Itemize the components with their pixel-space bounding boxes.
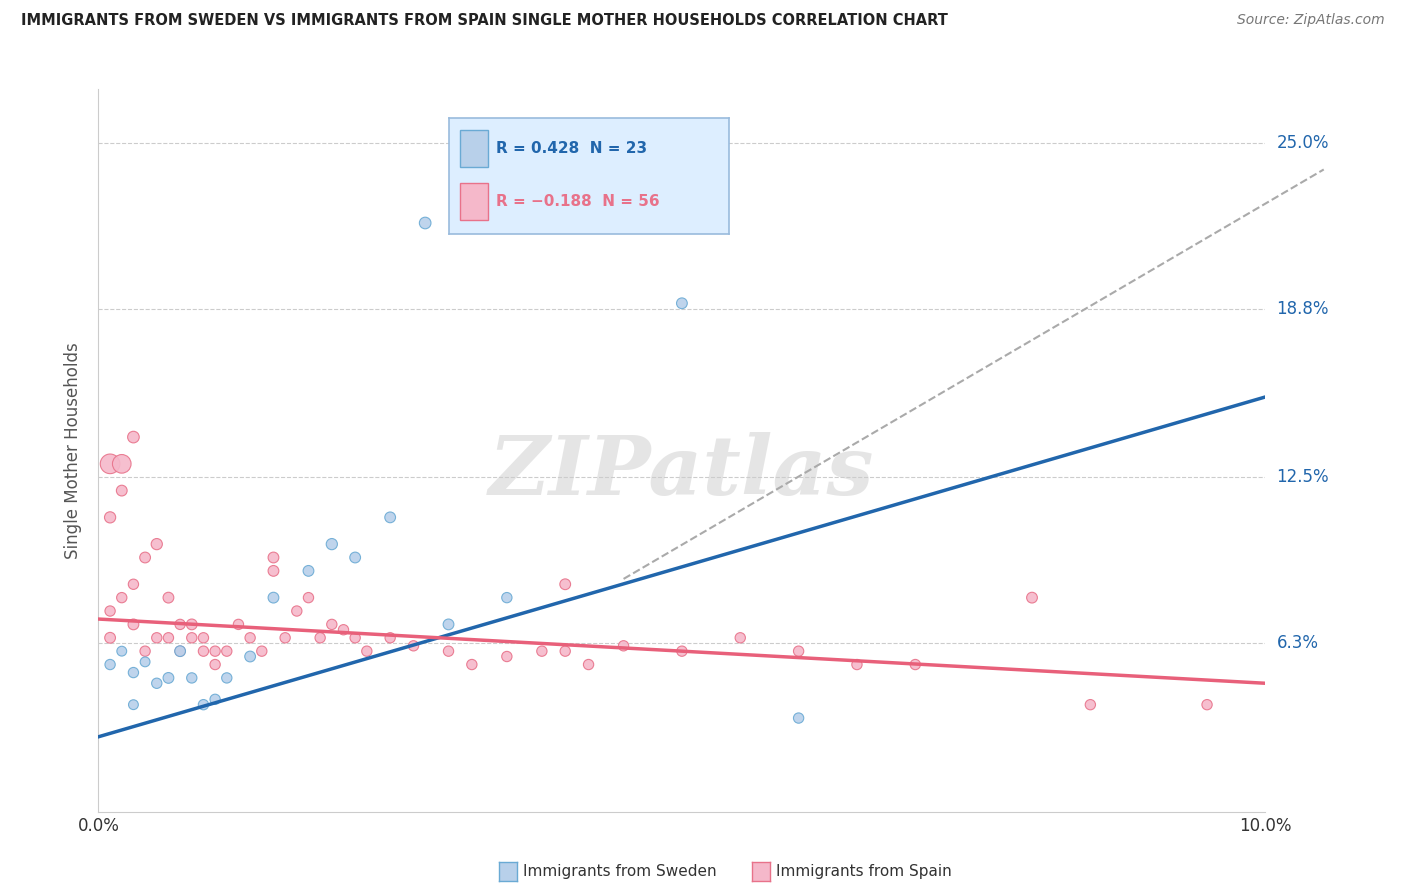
Point: [215, 671, 238, 685]
Point: [730, 631, 752, 645]
Point: [180, 671, 202, 685]
Point: [554, 577, 576, 591]
Point: [98, 510, 121, 524]
Point: [262, 550, 284, 565]
Point: [787, 711, 810, 725]
Point: [169, 644, 191, 658]
Text: ZIPatlas: ZIPatlas: [489, 432, 875, 512]
Point: [356, 644, 378, 658]
Point: [111, 644, 134, 658]
Point: [134, 655, 156, 669]
Point: [122, 665, 145, 680]
Point: [204, 692, 226, 706]
Point: [274, 631, 297, 645]
Point: [530, 644, 553, 658]
Point: [111, 483, 134, 498]
Point: [612, 639, 634, 653]
Point: [146, 537, 169, 551]
Point: [461, 657, 484, 672]
Point: [332, 623, 354, 637]
Point: [193, 698, 215, 712]
Point: [98, 604, 121, 618]
Text: Source: ZipAtlas.com: Source: ZipAtlas.com: [1237, 13, 1385, 28]
Point: [262, 591, 284, 605]
Point: [157, 591, 180, 605]
Point: [111, 591, 134, 605]
Point: [98, 457, 121, 471]
Point: [122, 617, 145, 632]
Point: [262, 564, 284, 578]
Point: [578, 657, 600, 672]
Point: [344, 631, 367, 645]
Point: [297, 564, 319, 578]
Point: [215, 644, 238, 658]
Point: [671, 296, 693, 310]
Point: [496, 649, 519, 664]
Text: 18.8%: 18.8%: [1277, 300, 1329, 318]
Point: [413, 216, 436, 230]
Point: [98, 657, 121, 672]
Text: Immigrants from Sweden: Immigrants from Sweden: [523, 864, 717, 879]
Text: Immigrants from Spain: Immigrants from Spain: [776, 864, 952, 879]
Point: [437, 617, 460, 632]
Point: [321, 537, 343, 551]
Point: [193, 631, 215, 645]
Point: [193, 644, 215, 658]
Point: [554, 644, 576, 658]
Text: IMMIGRANTS FROM SWEDEN VS IMMIGRANTS FROM SPAIN SINGLE MOTHER HOUSEHOLDS CORRELA: IMMIGRANTS FROM SWEDEN VS IMMIGRANTS FRO…: [21, 13, 948, 29]
Text: 12.5%: 12.5%: [1277, 468, 1329, 486]
Point: [496, 591, 519, 605]
Point: [904, 657, 927, 672]
Point: [671, 644, 693, 658]
Point: [239, 649, 262, 664]
Point: [157, 631, 180, 645]
Text: 6.3%: 6.3%: [1277, 634, 1319, 652]
Point: [180, 617, 202, 632]
Point: [787, 644, 810, 658]
Point: [122, 698, 145, 712]
Point: [204, 657, 226, 672]
Point: [285, 604, 308, 618]
Point: [169, 644, 191, 658]
Point: [344, 550, 367, 565]
Point: [380, 631, 402, 645]
Point: [157, 671, 180, 685]
Point: [402, 639, 425, 653]
Point: [1021, 591, 1043, 605]
Point: [180, 631, 202, 645]
Point: [1080, 698, 1102, 712]
Point: [146, 676, 169, 690]
Point: [250, 644, 273, 658]
Point: [169, 617, 191, 632]
Point: [204, 644, 226, 658]
Point: [1195, 698, 1218, 712]
Y-axis label: Single Mother Households: Single Mother Households: [65, 343, 83, 558]
Point: [111, 457, 134, 471]
Point: [309, 631, 332, 645]
Point: [846, 657, 869, 672]
Point: [146, 631, 169, 645]
Point: [134, 644, 156, 658]
Point: [321, 617, 343, 632]
Point: [122, 577, 145, 591]
Point: [297, 591, 319, 605]
Text: 25.0%: 25.0%: [1277, 134, 1329, 152]
Point: [134, 550, 156, 565]
Point: [98, 631, 121, 645]
Point: [122, 430, 145, 444]
Point: [437, 644, 460, 658]
Point: [239, 631, 262, 645]
Point: [228, 617, 250, 632]
Point: [380, 510, 402, 524]
